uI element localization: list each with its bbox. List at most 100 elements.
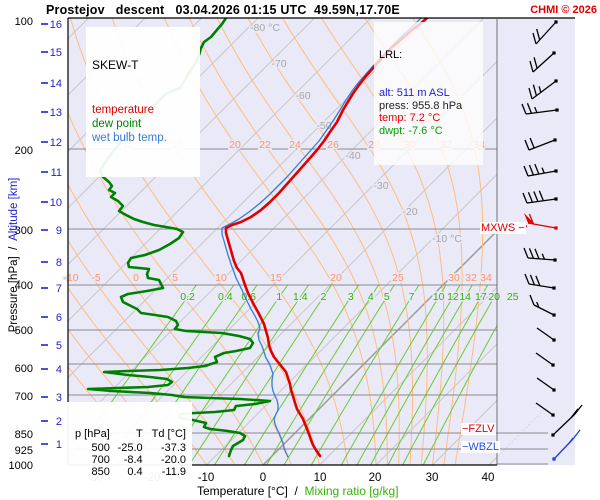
svg-text:26: 26 — [327, 139, 339, 151]
table-cell: 0.4 — [127, 466, 143, 478]
wind-barb — [524, 273, 556, 290]
svg-text:0.2: 0.2 — [180, 291, 195, 303]
altitude-axis-title: Altitude [km] — [8, 177, 20, 241]
table-cell: -11.9 — [161, 466, 186, 478]
altitude-tick-label: 4 — [56, 364, 62, 376]
wind-barb — [522, 190, 558, 204]
altitude-tick-label: 5 — [56, 340, 62, 352]
wind-barb — [524, 137, 557, 151]
svg-text:-80 °C: -80 °C — [250, 22, 280, 34]
wind-barb — [536, 327, 556, 342]
sounding-table-header: p [hPa] T Td [°C] — [68, 428, 188, 442]
wind-barb — [529, 51, 556, 73]
copyright-label: CHMI © 2026 — [530, 4, 597, 16]
pressure-tick-label: 850 — [15, 429, 33, 441]
legend-item: dew point — [92, 118, 142, 130]
table-cell: 850 — [91, 466, 110, 478]
temperature-tick-label: 10 — [314, 472, 327, 484]
pressure-tick-label: 925 — [15, 445, 33, 457]
pressure-tick-label: 100 — [15, 16, 33, 28]
wind-barb — [552, 429, 581, 461]
pressure-tick-label: 400 — [15, 280, 33, 292]
svg-text:24: 24 — [289, 139, 301, 151]
svg-text:-5: -5 — [91, 272, 100, 284]
table-header-cell: p [hPa] — [75, 428, 110, 440]
svg-text:0.4: 0.4 — [218, 291, 233, 303]
svg-text:7: 7 — [409, 291, 415, 303]
freezing-level-label: −FZLV — [461, 423, 496, 435]
svg-text:0: 0 — [133, 272, 139, 284]
table-header-cell: T — [135, 428, 143, 440]
altitude-tick-label: 15 — [50, 47, 62, 59]
temperature-tick-label: -10 — [198, 472, 215, 484]
svg-text:-10 °C: -10 °C — [432, 233, 462, 245]
wind-barb — [535, 402, 555, 417]
svg-text:15: 15 — [270, 272, 282, 284]
legend-title: SKEW-T — [92, 58, 139, 72]
svg-text:20: 20 — [488, 291, 500, 303]
pressure-tick-label: 300 — [15, 225, 33, 237]
wind-barb — [521, 103, 559, 115]
wet-bulb-zero-level-label: −WBZL — [461, 441, 500, 453]
altitude-tick-label: 7 — [56, 283, 62, 295]
page-title: Prostejov descent 03.04.2026 01:15 UTC 4… — [46, 3, 400, 17]
svg-text:-20: -20 — [402, 206, 417, 218]
svg-text:25: 25 — [507, 291, 519, 303]
svg-text:22: 22 — [259, 139, 271, 151]
svg-text:30: 30 — [448, 272, 460, 284]
svg-text:4: 4 — [368, 291, 374, 303]
wind-barb — [523, 163, 558, 177]
lrl-line: dwpt: -7.6 °C — [379, 124, 443, 137]
altitude-tick-label: 10 — [50, 197, 62, 209]
table-cell: 700 — [91, 454, 110, 466]
wind-barb — [551, 404, 583, 437]
svg-text:17: 17 — [475, 291, 487, 303]
wet-bulb-curve — [221, 18, 422, 458]
altitude-tick-label: 6 — [56, 312, 62, 324]
pressure-tick-label: 200 — [15, 145, 33, 157]
max-wind-speed-label: MXWS − — [480, 222, 526, 234]
legend-box: SKEW-T temperature dew point wet bulb temp… — [86, 27, 200, 177]
svg-text:5: 5 — [384, 291, 390, 303]
svg-text:25: 25 — [392, 272, 404, 284]
altitude-tick-label: 9 — [56, 225, 62, 237]
legend-item: wet bulb temp. — [92, 132, 167, 144]
table-row: 850 0.4 -11.9 — [68, 466, 188, 478]
wind-barb — [535, 352, 555, 367]
lrl-line: temp: 7.2 °C — [379, 112, 441, 125]
altitude-tick-label: 1 — [56, 439, 62, 451]
bottom-axis-title: Temperature [°C] / Mixing ratio [g/kg] — [197, 484, 399, 498]
table-header-cell: Td [°C] — [151, 428, 186, 440]
table-cell: -37.3 — [160, 442, 186, 454]
altitude-tick-label: 12 — [50, 137, 62, 149]
legend-items: temperature dew point wet bulb temp. — [92, 103, 194, 145]
temperature-curve — [224, 18, 429, 458]
altitude-tick-label: 3 — [56, 392, 62, 404]
temperature-tick-label: 30 — [426, 472, 439, 484]
svg-text:20: 20 — [229, 139, 241, 151]
table-cell: 500 — [91, 442, 110, 454]
svg-text:32: 32 — [465, 272, 477, 284]
wind-barb — [528, 79, 558, 100]
pressure-tick-label: 700 — [15, 391, 33, 403]
wind-barb-column — [521, 20, 583, 461]
pressure-tick-label: 1000 — [9, 460, 33, 472]
table-cell: -8.4 — [123, 454, 143, 466]
svg-text:-40: -40 — [345, 150, 360, 162]
pressure-axis-title: Pressure [hPa] — [8, 256, 20, 333]
lrl-info-box: LRL: alt: 511 m ASL press: 955.8 hPa temp:… — [374, 22, 483, 165]
svg-text:3: 3 — [348, 291, 354, 303]
svg-text:-10: -10 — [63, 272, 78, 284]
left-axis-title: Pressure [hPa] / Altitude [km] — [8, 177, 20, 333]
lrl-lines: alt: 511 m ASL press: 955.8 hPa temp: 7.2 … — [379, 87, 478, 137]
temperature-tick-label: 40 — [482, 472, 495, 484]
legend-item: temperature — [92, 104, 155, 116]
svg-text:5: 5 — [172, 272, 178, 284]
wind-barb — [523, 247, 557, 262]
svg-text:14: 14 — [459, 291, 471, 303]
wind-barb — [529, 294, 556, 317]
pressure-tick-label: 500 — [15, 325, 33, 337]
svg-text:20: 20 — [330, 272, 342, 284]
altitude-tick-label: 8 — [56, 257, 62, 269]
